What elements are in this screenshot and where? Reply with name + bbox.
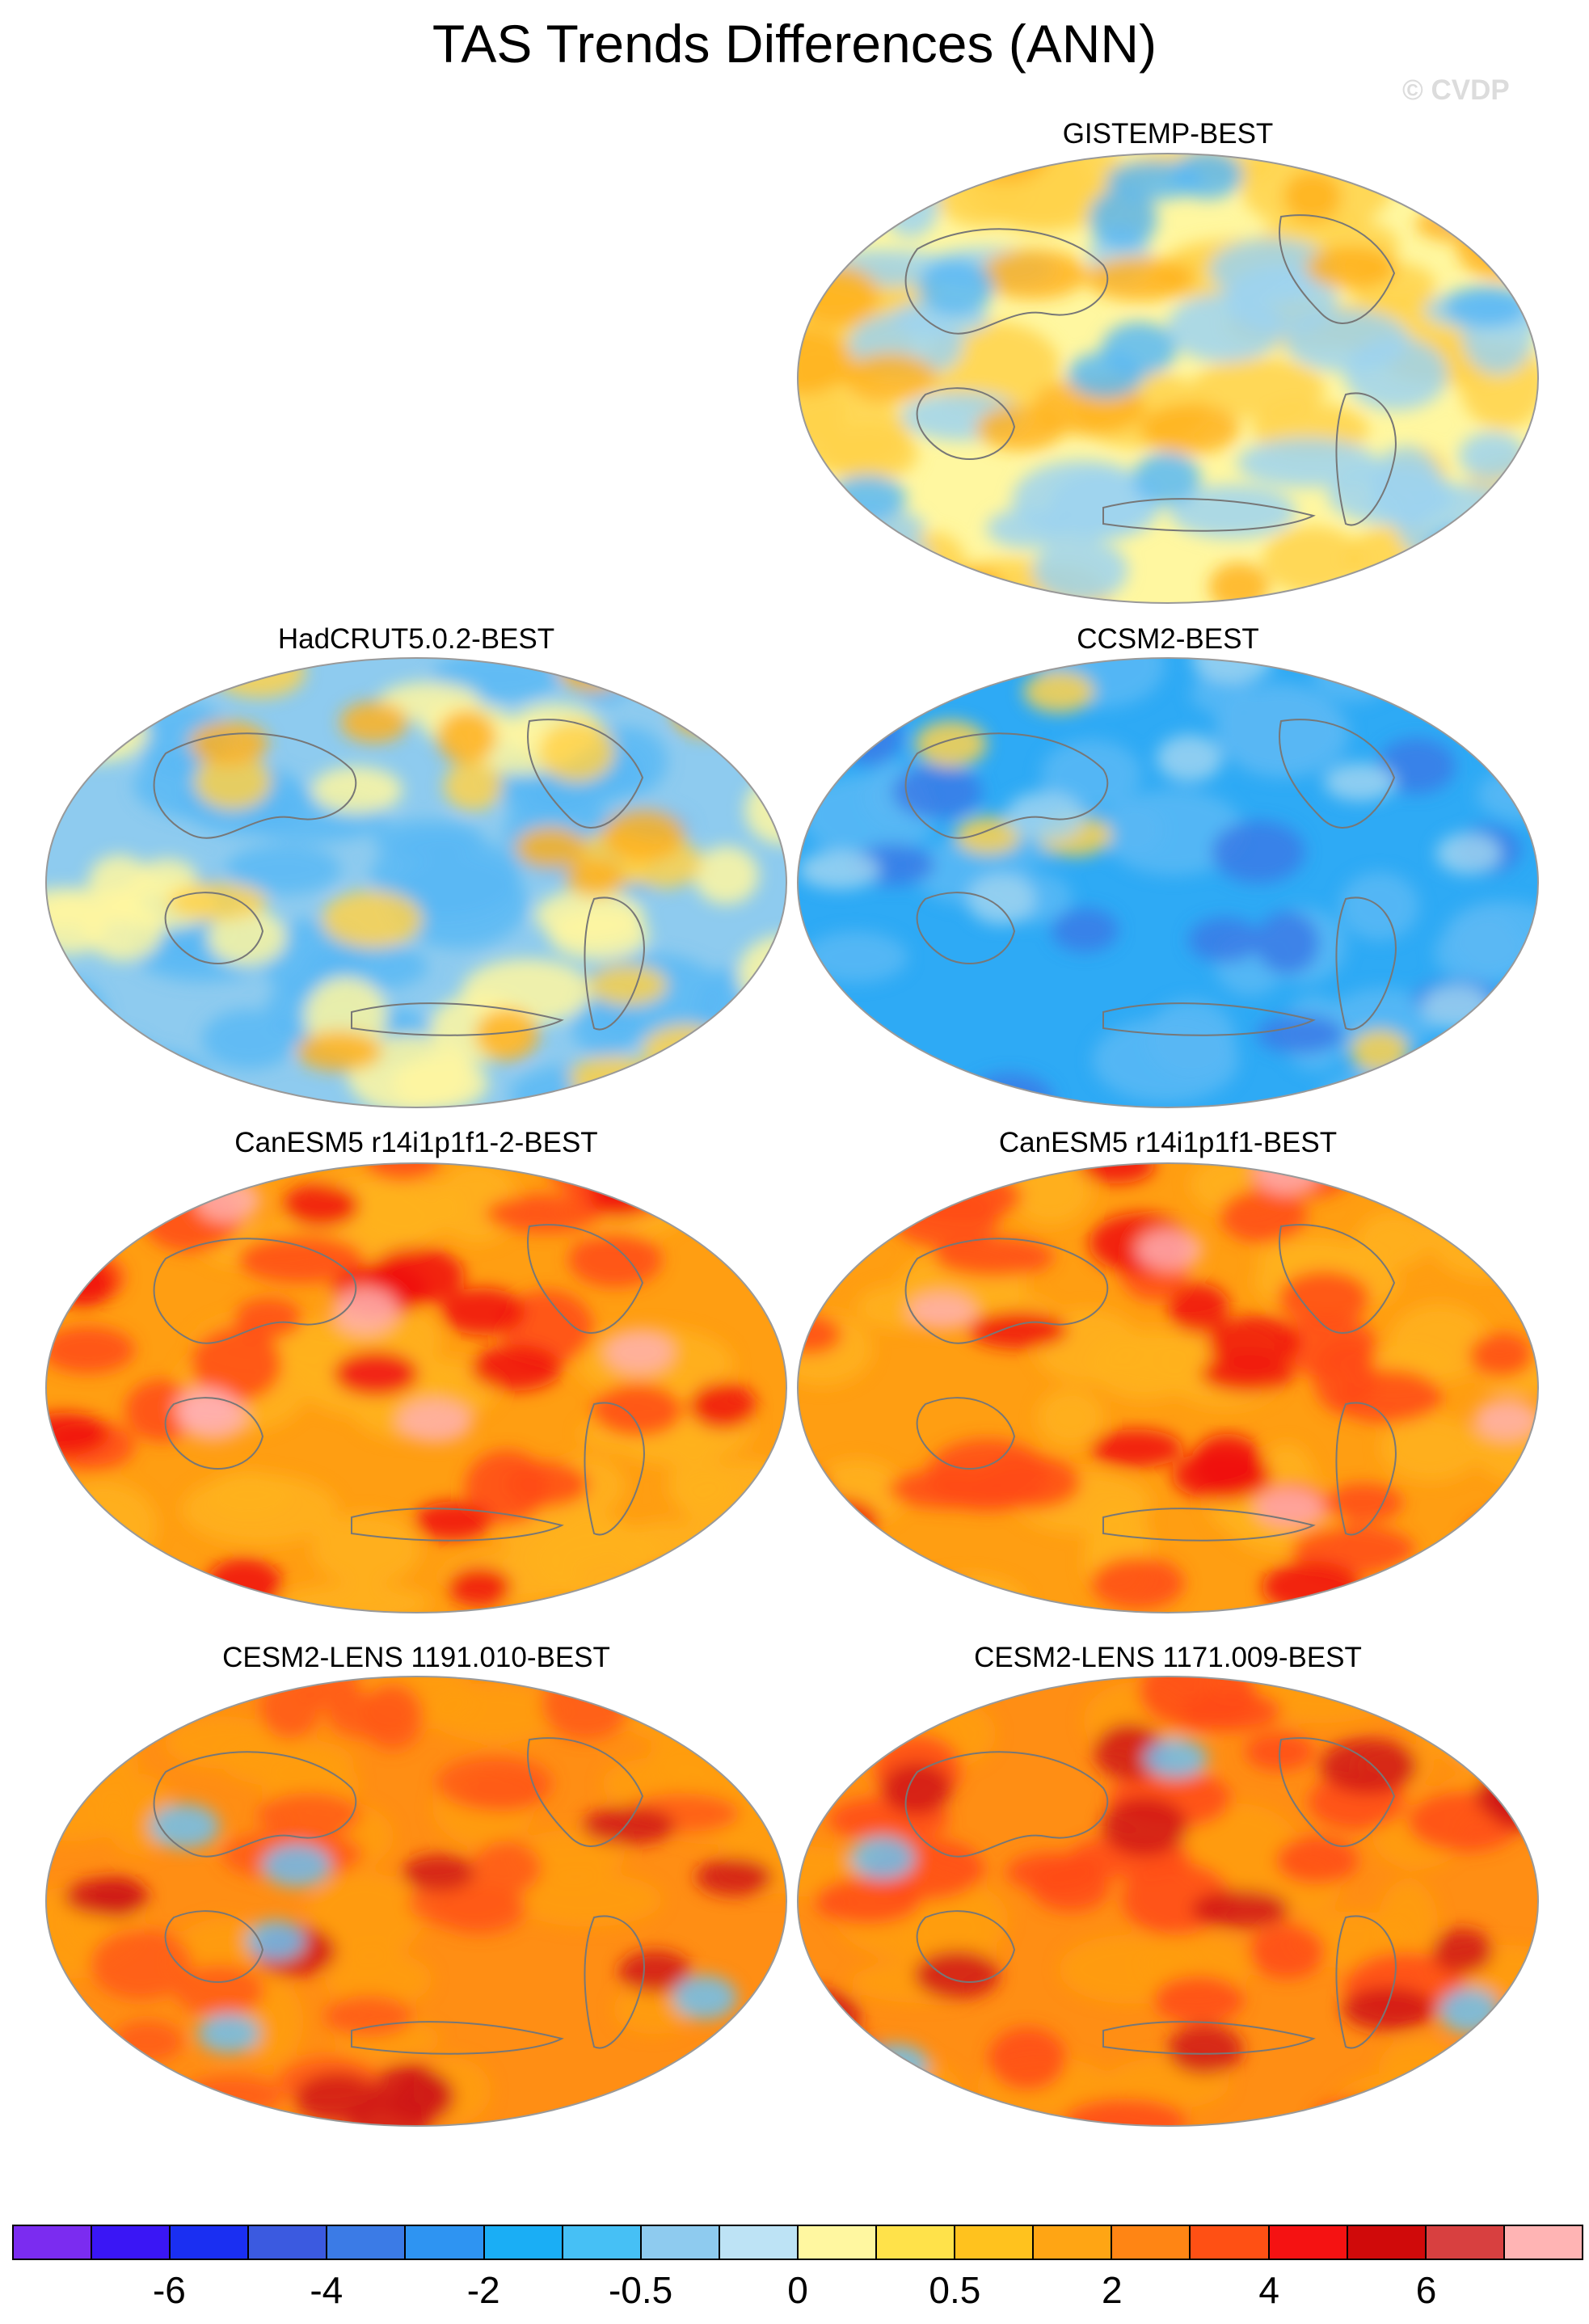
colorbar-cell: [1426, 2226, 1505, 2259]
colorbar-cell: [92, 2226, 171, 2259]
map-border: [797, 1162, 1539, 1613]
map-svg-cesm1191: [45, 1676, 787, 2127]
map-canesm-2: [44, 1162, 788, 1614]
map-canesm: [796, 1162, 1540, 1614]
colorbar-cell: [484, 2226, 563, 2259]
panel-title-gistemp: GISTEMP-BEST: [1062, 118, 1274, 150]
colorbar-cell: [1504, 2226, 1582, 2259]
colorbar-cell: [406, 2226, 485, 2259]
map-svg-ccsm2: [797, 657, 1539, 1108]
map-gistemp: [796, 152, 1540, 605]
colorbar-cell: [641, 2226, 720, 2259]
coastlines: [153, 1224, 645, 1542]
colorbar-label: 2: [1102, 2269, 1123, 2311]
colorbar-cell: [1347, 2226, 1427, 2259]
map-border: [45, 1676, 787, 2127]
colorbar-label: -2: [466, 2269, 500, 2311]
panel-title-cesm1191: CESM2-LENS 1191.010-BEST: [222, 1642, 610, 1673]
map-svg-canesm: [797, 1162, 1539, 1613]
map-svg-gistemp: [797, 153, 1539, 604]
map-ccsm2: [796, 656, 1540, 1109]
watermark: © CVDP: [1402, 74, 1510, 106]
colorbar-cell: [1112, 2226, 1191, 2259]
coastlines: [904, 719, 1397, 1036]
map-border: [797, 657, 1539, 1108]
panel-title-ccsm2: CCSM2-BEST: [1077, 623, 1259, 655]
map-svg-hadcrut: [45, 657, 787, 1108]
coastlines: [153, 719, 645, 1036]
coastlines: [904, 214, 1397, 532]
map-hadcrut: [44, 656, 788, 1109]
colorbar-label: -4: [310, 2269, 344, 2311]
colorbar-cell: [798, 2226, 878, 2259]
colorbar-cell: [1269, 2226, 1348, 2259]
colorbar-cell: [563, 2226, 642, 2259]
panel-title-cesm1171: CESM2-LENS 1171.009-BEST: [974, 1642, 1362, 1673]
colorbar-cell: [877, 2226, 956, 2259]
page-title: TAS Trends Differences (ANN): [432, 14, 1157, 74]
map-border: [45, 657, 787, 1108]
colorbar-cell: [719, 2226, 799, 2259]
colorbar-cell: [249, 2226, 328, 2259]
colorbar-cell: [1191, 2226, 1270, 2259]
map-cesm1171: [796, 1675, 1540, 2128]
colorbar-cell: [171, 2226, 250, 2259]
coastlines: [153, 1737, 645, 2055]
map-svg-cesm1171: [797, 1676, 1539, 2127]
coastlines: [904, 1737, 1397, 2055]
colorbar-label: 0.5: [929, 2269, 981, 2311]
map-border: [797, 153, 1539, 604]
colorbar-label: -0.5: [608, 2269, 673, 2311]
map-border: [797, 1676, 1539, 2127]
panel-title-canesm-2: CanESM5 r14i1p1f1-2-BEST: [234, 1127, 598, 1158]
colorbar-cell: [955, 2226, 1035, 2259]
colorbar-label: 0: [787, 2269, 808, 2311]
colorbar: [12, 2225, 1583, 2260]
colorbar-label: 6: [1415, 2269, 1437, 2311]
colorbar-label: 4: [1258, 2269, 1279, 2311]
panel-title-hadcrut: HadCRUT5.0.2-BEST: [277, 623, 555, 655]
map-cesm1191: [44, 1675, 788, 2128]
colorbar-label: -6: [152, 2269, 186, 2311]
colorbar-cell: [327, 2226, 407, 2259]
map-svg-canesm-2: [45, 1162, 787, 1613]
panel-title-canesm: CanESM5 r14i1p1f1-BEST: [998, 1127, 1338, 1158]
colorbar-cell: [14, 2226, 93, 2259]
colorbar-cell: [1034, 2226, 1113, 2259]
map-border: [45, 1162, 787, 1613]
coastlines: [904, 1224, 1397, 1542]
